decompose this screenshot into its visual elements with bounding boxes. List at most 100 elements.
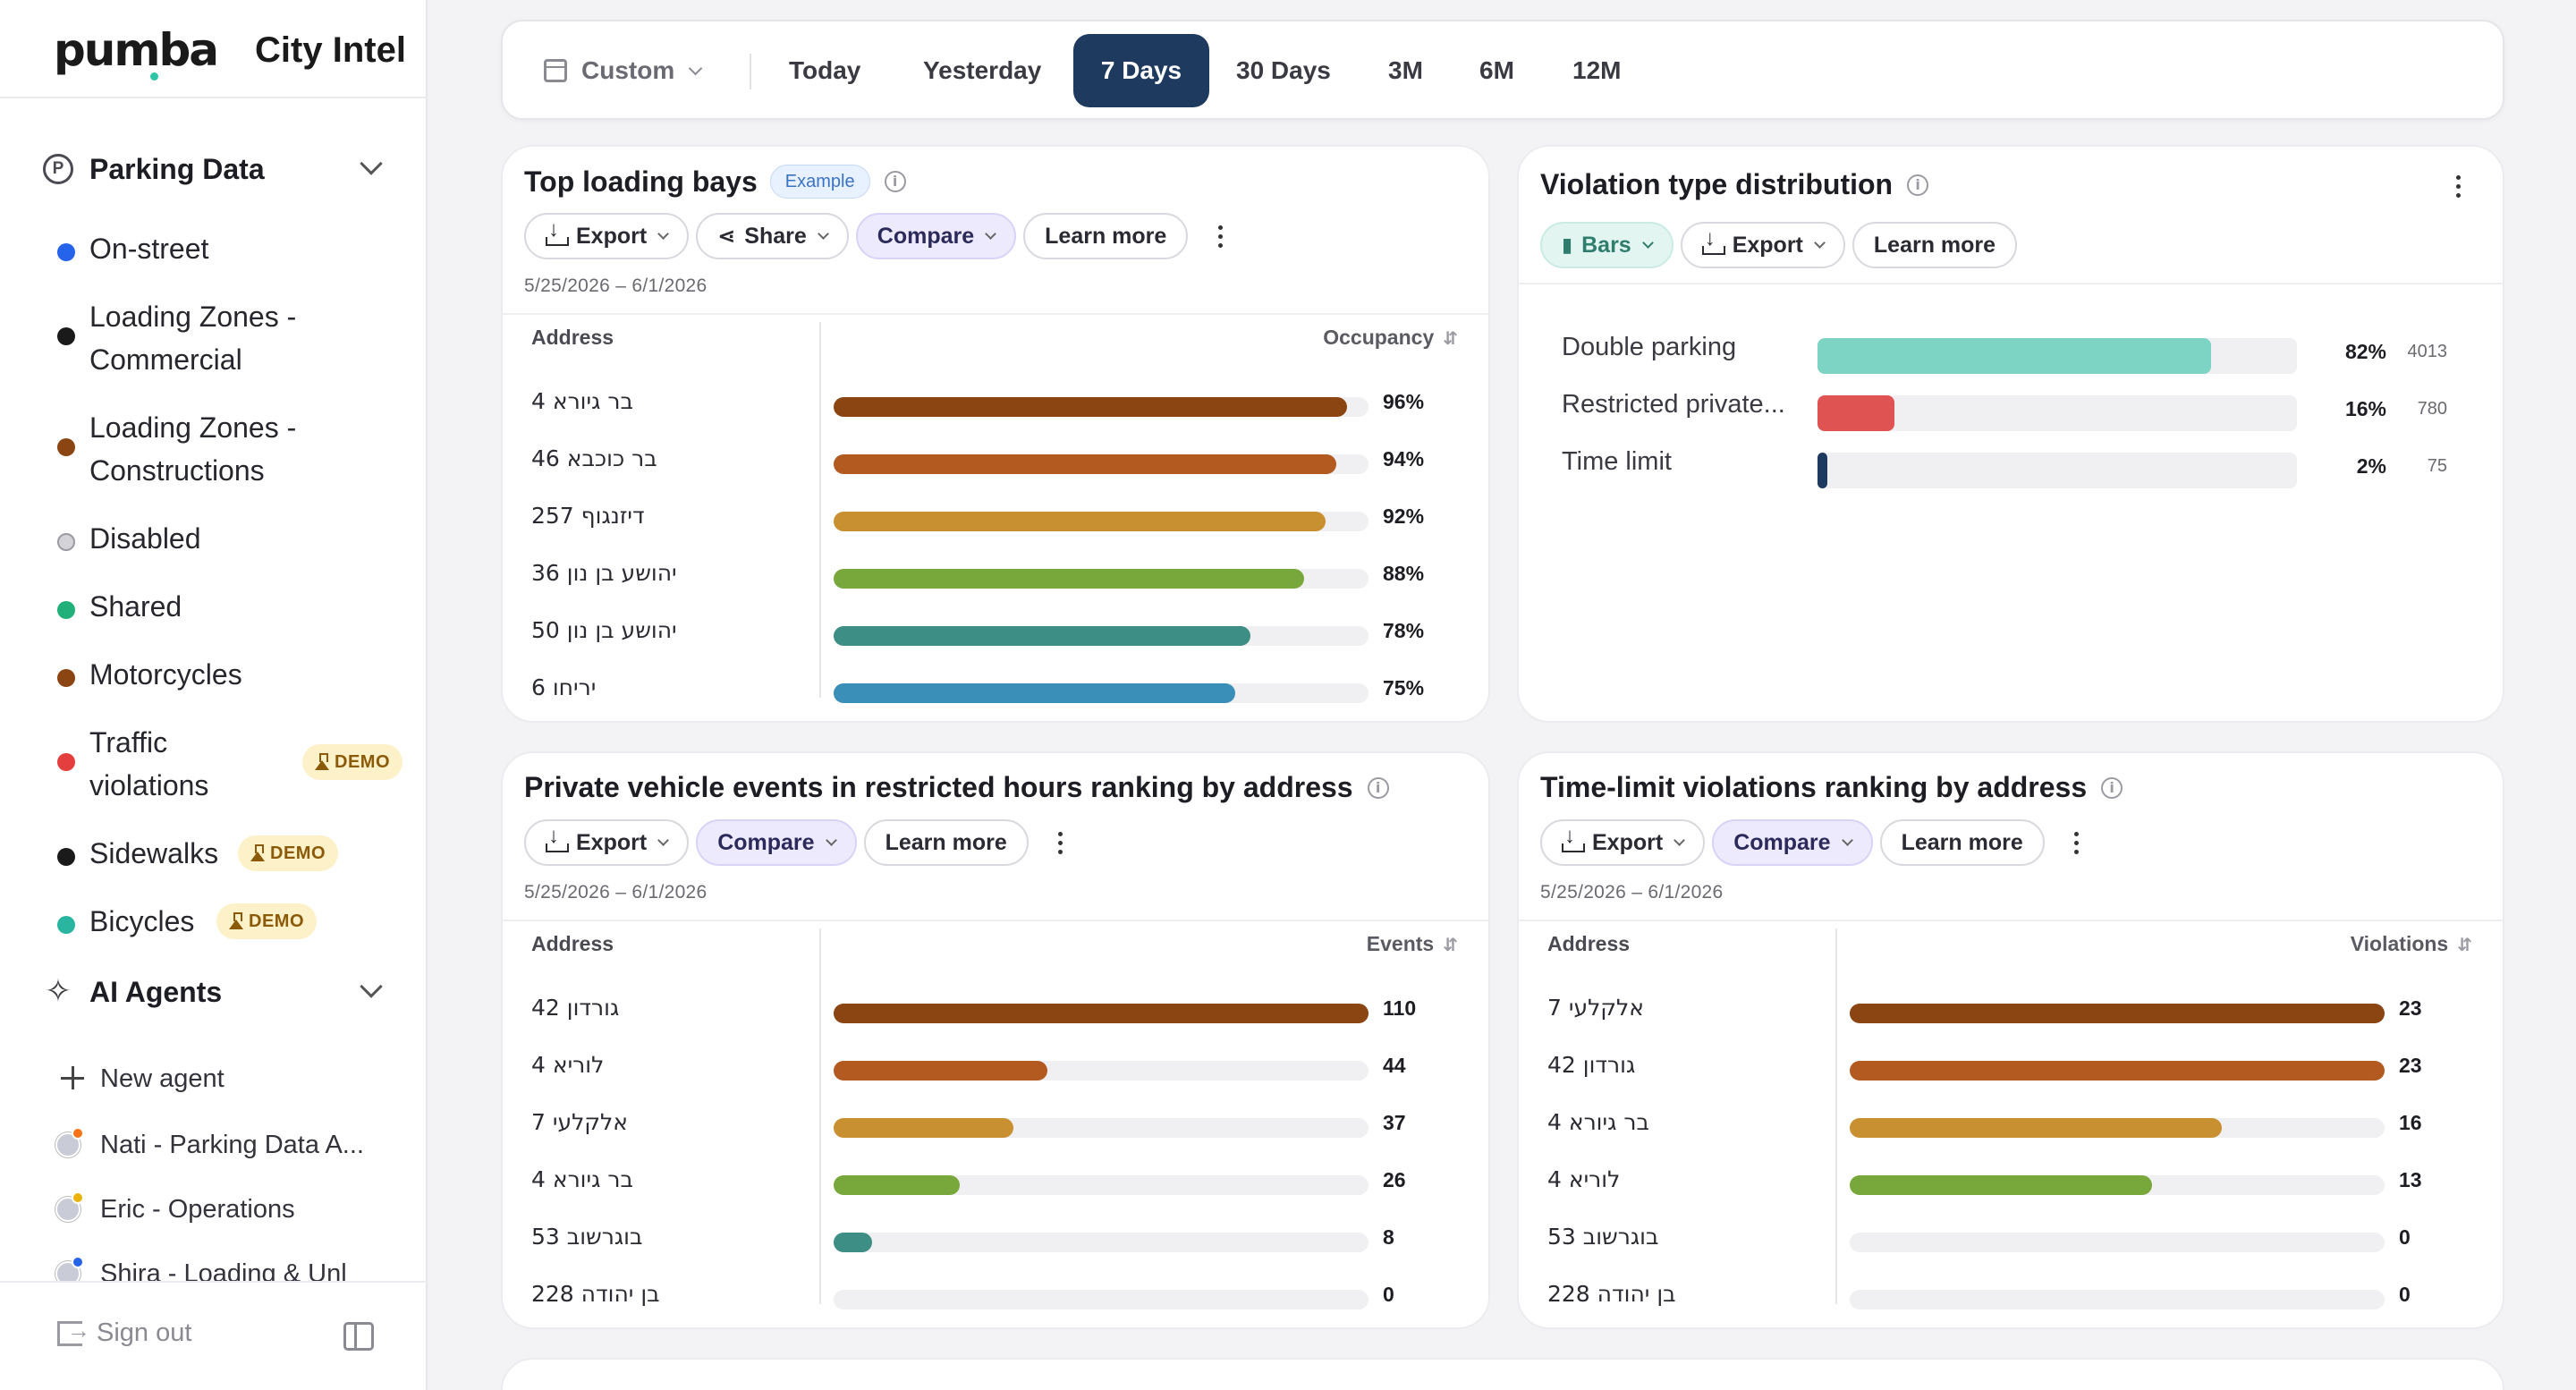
compare-button[interactable]: Compare [696, 819, 857, 866]
learn-more-button[interactable]: Learn more [1852, 222, 2018, 268]
table-row[interactable]: בוגרשוב 53 0 [1547, 1211, 2472, 1268]
table-row[interactable]: לוריא 4 13 [1547, 1154, 2472, 1211]
compare-button[interactable]: Compare [1712, 819, 1873, 866]
divider [0, 1281, 428, 1283]
learn-more-button[interactable]: Learn more [1879, 819, 2045, 866]
table-row[interactable]: בן יהודה 228 0 [1547, 1268, 2472, 1326]
more-options-icon[interactable] [2064, 825, 2089, 860]
compare-button[interactable]: Compare [855, 213, 1017, 259]
range-today[interactable]: Today [789, 56, 861, 84]
table-row[interactable]: בר גיורא 4 96% [531, 376, 1458, 433]
value-cell: 23 [2399, 1054, 2422, 1077]
info-icon[interactable]: i [884, 171, 906, 192]
distribution-row[interactable]: Restricted private... 16% 780 [1562, 379, 2467, 436]
table-row[interactable]: יהושע בן נון 36 88% [531, 547, 1458, 605]
table-row[interactable]: גורדון 42 23 [1547, 1039, 2472, 1097]
table-row[interactable]: בר גיורא 4 26 [531, 1154, 1458, 1211]
sidebar-item-on-street[interactable]: On-street [54, 227, 411, 270]
sidebar-item-shared[interactable]: Shared [54, 585, 411, 628]
group-ai-agents[interactable]: ✧ AI Agents [43, 970, 392, 1014]
bar-track [1818, 338, 2297, 374]
table-row[interactable]: בר כוכבא 46 94% [531, 433, 1458, 490]
column-header-occupancy[interactable]: Occupancy ⇵ [1323, 326, 1458, 349]
address-cell: בן יהודה 228 [531, 1281, 660, 1307]
new-agent-button[interactable]: New agent [54, 1059, 411, 1098]
bar-fill [1850, 1004, 2385, 1023]
info-icon[interactable]: i [2101, 776, 2123, 799]
more-options-icon[interactable] [1048, 825, 1073, 860]
learn-more-button[interactable]: Learn more [1023, 213, 1189, 259]
table-row[interactable]: גורדון 42 110 [531, 982, 1458, 1039]
example-badge: Example [769, 165, 870, 199]
sidebar-item-sidewalks[interactable]: Sidewalks DEMO [54, 832, 411, 875]
export-button[interactable]: Export [524, 213, 690, 259]
bar-track [834, 1290, 1368, 1309]
flask-icon [250, 844, 265, 862]
count-value: 4013 [2407, 342, 2448, 361]
table-row[interactable]: בר גיורא 4 16 [1547, 1097, 2472, 1154]
sidebar-item-loading-constructions[interactable]: Loading Zones - Constructions [54, 406, 411, 492]
violation-type-label: Time limit [1562, 447, 1672, 476]
sign-out-button[interactable]: Sign out [57, 1317, 191, 1348]
bar-track [834, 683, 1368, 703]
share-button[interactable]: ⋖ Share [696, 213, 849, 259]
bar-track [1850, 1290, 2385, 1309]
sidebar-item-bicycles[interactable]: Bicycles DEMO [54, 900, 411, 943]
address-cell: אלקלעי 7 [531, 1109, 628, 1135]
address-cell: אלקלעי 7 [1547, 995, 1644, 1021]
range-yesterday[interactable]: Yesterday [923, 56, 1042, 84]
export-button[interactable]: Export [1680, 222, 1845, 268]
sort-icon: ⇵ [2457, 934, 2472, 955]
agent-item-nati[interactable]: Nati - Parking Data A... [54, 1125, 411, 1165]
range-7-days[interactable]: 7 Days [1073, 34, 1209, 107]
title-text: Violation type distribution [1540, 168, 1894, 200]
bar-track [834, 569, 1368, 589]
bar-fill [834, 454, 1337, 474]
sidebar-item-traffic-violations[interactable]: Traffic violations DEMO [54, 721, 411, 807]
info-icon[interactable]: i [1907, 174, 1929, 196]
percent-value: 16% [2344, 397, 2386, 420]
table-row[interactable]: בן יהודה 228 0 [531, 1268, 1458, 1326]
sidebar-item-motorcycles[interactable]: Motorcycles [54, 653, 411, 696]
table-row[interactable]: בוגרשוב 53 8 [531, 1211, 1458, 1268]
export-button[interactable]: Export [1540, 819, 1706, 866]
more-options-icon[interactable] [1208, 218, 1233, 254]
address-cell: בוגרשוב 53 [1547, 1224, 1659, 1250]
table-row[interactable]: יריחו 6 75% [531, 662, 1458, 719]
group-parking-data[interactable]: P Parking Data [43, 147, 392, 191]
learn-more-button[interactable]: Learn more [863, 819, 1029, 866]
range-3m[interactable]: 3M [1388, 56, 1423, 84]
more-options-icon[interactable] [2445, 168, 2470, 204]
brand[interactable]: pumba City Intel [54, 23, 406, 81]
download-icon [1701, 226, 1725, 255]
chart-type-dropdown[interactable]: ▮ Bars [1540, 222, 1674, 268]
distribution-row[interactable]: Double parking 82% 4013 [1562, 322, 2467, 379]
agent-item-eric[interactable]: Eric - Operations [54, 1190, 411, 1229]
table-row[interactable]: יהושע בן נון 50 78% [531, 605, 1458, 662]
table-row[interactable]: דיזנגוף 257 92% [531, 490, 1458, 547]
distribution-row[interactable]: Time limit 2% 75 [1562, 436, 2467, 494]
info-icon[interactable]: i [1367, 776, 1389, 799]
status-dot [72, 1127, 84, 1140]
collapse-sidebar-icon[interactable] [343, 1322, 374, 1351]
bar-chart-icon: ▮ [1562, 233, 1573, 257]
table-row[interactable]: אלקלעי 7 37 [531, 1097, 1458, 1154]
column-header-events[interactable]: Events ⇵ [1366, 932, 1458, 955]
table-header: Address Events ⇵ [531, 927, 1458, 962]
value-cell: 44 [1383, 1054, 1406, 1077]
range-6m[interactable]: 6M [1479, 56, 1514, 84]
table-row[interactable]: אלקלעי 7 23 [1547, 982, 2472, 1039]
table-row[interactable]: לוריא 4 44 [531, 1039, 1458, 1097]
sidebar-item-disabled[interactable]: Disabled [54, 517, 411, 560]
range-12m[interactable]: 12M [1572, 56, 1622, 84]
column-header-violations[interactable]: Violations ⇵ [2350, 932, 2472, 955]
status-dot [57, 601, 75, 619]
address-cell: בוגרשוב 53 [531, 1224, 643, 1250]
export-button[interactable]: Export [524, 819, 690, 866]
custom-range-dropdown[interactable]: Custom [544, 34, 703, 107]
title-text: Private vehicle events in restricted hou… [524, 771, 1353, 803]
agent-item-shira[interactable]: Shira - Loading & Unl [54, 1254, 411, 1281]
range-30-days[interactable]: 30 Days [1236, 56, 1331, 84]
count-value: 780 [2417, 399, 2447, 419]
sidebar-item-loading-commercial[interactable]: Loading Zones - Commercial [54, 295, 411, 381]
